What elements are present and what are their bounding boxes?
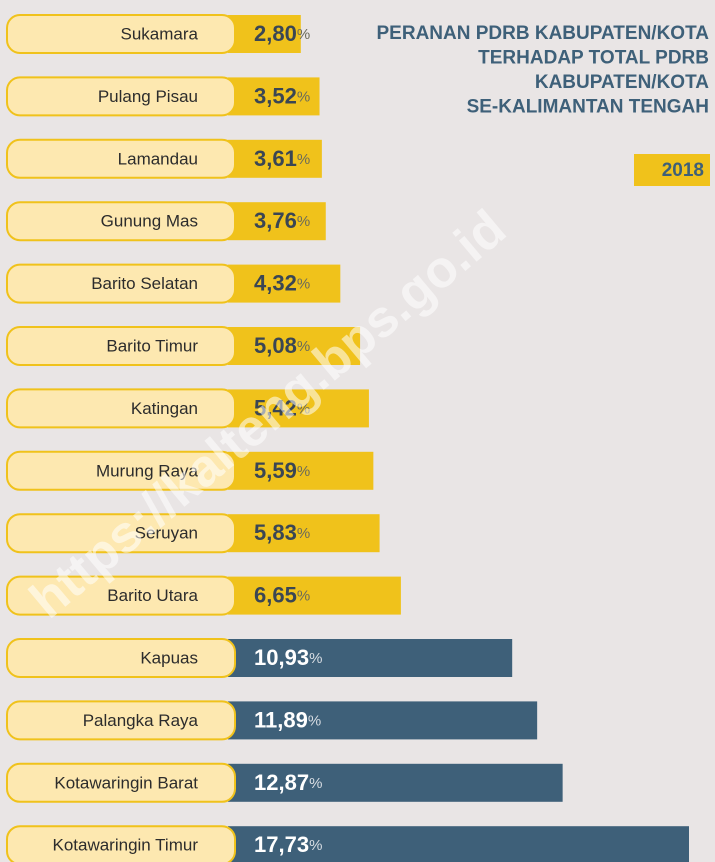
unit-text: % [297, 88, 310, 105]
value-label: 17,73% [254, 832, 322, 857]
unit-text: % [309, 837, 322, 854]
value-text: 10,93 [254, 645, 309, 670]
unit-text: % [297, 525, 310, 542]
value-label: 2,80% [254, 21, 310, 46]
category-pill [6, 76, 236, 117]
category-label: Katingan [131, 399, 198, 418]
value-text: 5,59 [254, 458, 297, 483]
unit-text: % [297, 588, 310, 605]
value-label: 5,83% [254, 520, 310, 545]
bar [228, 576, 401, 615]
unit-text: % [297, 463, 310, 480]
value-label: 3,52% [254, 83, 310, 108]
unit-text: % [297, 338, 310, 355]
bar [228, 639, 513, 677]
value-text: 3,76 [254, 208, 297, 233]
unit-text: % [297, 276, 310, 293]
chart-title: TERHADAP TOTAL PDRB [478, 48, 709, 69]
value-text: 3,52 [254, 83, 297, 108]
bar [228, 514, 380, 553]
value-label: 5,08% [254, 333, 310, 358]
category-pill [6, 263, 236, 304]
bar [228, 389, 369, 428]
category-label: Pulang Pisau [98, 87, 198, 106]
year-label: 2018 [662, 160, 704, 181]
value-label: 5,42% [254, 395, 310, 420]
unit-text: % [309, 775, 322, 792]
value-label: 6,65% [254, 582, 310, 607]
category-pill [6, 201, 236, 242]
value-text: 5,08 [254, 333, 297, 358]
category-pill [6, 138, 236, 179]
chart-title: PERANAN PDRB KABUPATEN/KOTA [377, 23, 710, 44]
unit-text: % [297, 400, 310, 417]
unit-text: % [309, 650, 322, 667]
category-label: Murung Raya [96, 461, 199, 480]
bar [228, 327, 361, 365]
value-text: 6,65 [254, 582, 297, 607]
category-pill [6, 638, 236, 678]
category-pill [6, 825, 236, 862]
value-label: 12,87% [254, 770, 322, 795]
value-text: 4,32 [254, 270, 297, 295]
value-label: 11,89% [254, 707, 321, 732]
category-label: Kapuas [140, 648, 198, 667]
value-text: 2,80 [254, 21, 297, 46]
value-text: 3,61 [254, 146, 297, 171]
year-box [634, 154, 710, 186]
unit-text: % [297, 26, 310, 43]
value-text: 17,73 [254, 832, 309, 857]
chart-title: SE-KALIMANTAN TENGAH [467, 97, 709, 118]
value-label: 3,76% [254, 208, 310, 233]
category-label: Palangka Raya [83, 711, 199, 730]
unit-text: % [297, 151, 310, 168]
bar [228, 202, 326, 241]
bar [228, 701, 538, 740]
unit-text: % [297, 213, 310, 230]
bar [228, 139, 322, 178]
category-label: Barito Utara [107, 586, 198, 605]
category-label: Sukamara [121, 24, 199, 43]
category-pill [6, 14, 236, 54]
category-pill [6, 575, 236, 616]
chart-title: KABUPATEN/KOTA [535, 72, 709, 93]
category-pill [6, 513, 236, 554]
category-pill [6, 700, 236, 741]
unit-text: % [308, 712, 321, 729]
bar [228, 451, 374, 490]
bar [228, 264, 341, 303]
category-label: Seruyan [135, 524, 198, 543]
bar [228, 77, 320, 116]
value-text: 12,87 [254, 770, 309, 795]
category-pill [6, 326, 236, 366]
value-label: 5,59% [254, 458, 310, 483]
value-text: 5,42 [254, 395, 297, 420]
category-pill [6, 388, 236, 429]
category-pill [6, 762, 236, 803]
category-pill [6, 450, 236, 491]
category-label: Barito Timur [106, 336, 198, 355]
value-label: 4,32% [254, 270, 310, 295]
value-label: 3,61% [254, 146, 310, 171]
value-text: 5,83 [254, 520, 297, 545]
value-label: 10,93% [254, 645, 322, 670]
bar [228, 763, 563, 802]
category-label: Kotawaringin Timur [52, 836, 198, 855]
category-label: Lamandau [118, 149, 198, 168]
bar [228, 826, 689, 862]
value-text: 11,89 [254, 707, 308, 732]
category-label: Kotawaringin Barat [54, 773, 198, 792]
category-label: Barito Selatan [91, 274, 198, 293]
category-label: Gunung Mas [101, 212, 198, 231]
bar [228, 15, 301, 53]
